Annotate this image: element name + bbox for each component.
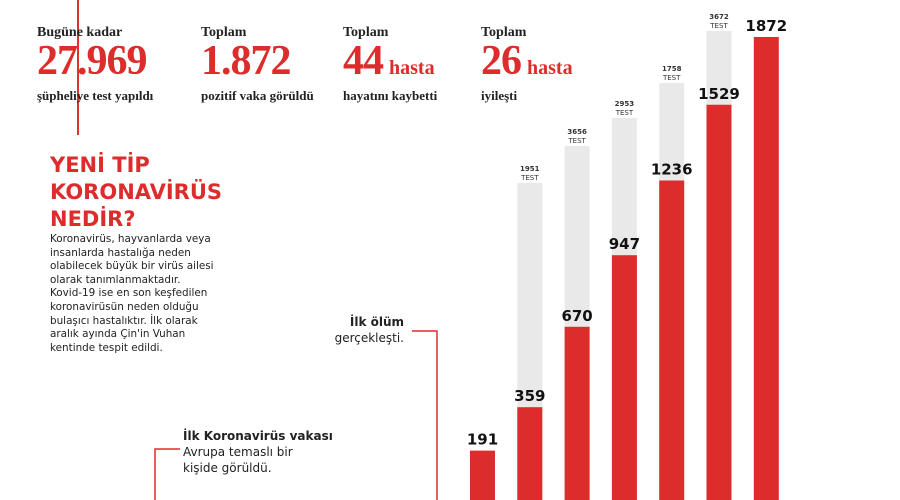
- stat-value: 27.969: [37, 38, 147, 84]
- test-unit-label: TEST: [662, 74, 681, 82]
- test-value-label: 3672: [709, 13, 729, 21]
- stat-value: 1.872: [201, 38, 291, 84]
- stat-recovered: Toplam 26 hasta iyileşti: [481, 25, 573, 104]
- description: Koronavirüs, hayvanlarda veya insanlarda…: [50, 233, 214, 354]
- test-value-label: 2953: [615, 100, 635, 108]
- stat-deaths: Toplam 44 hasta hayatını kaybetti: [343, 25, 437, 104]
- case-bar: [470, 450, 495, 500]
- stat-label: Bugüne kadar: [37, 25, 123, 40]
- case-value-label: 359: [514, 387, 545, 405]
- case-value-label: 1872: [745, 17, 787, 35]
- case-value-label: 670: [561, 307, 592, 325]
- stat-sub: iyileşti: [481, 88, 518, 103]
- stat-positive: Toplam 1.872 pozitif vaka görüldü: [201, 25, 314, 104]
- case-bar: [517, 407, 543, 500]
- test-value-label: 1758: [662, 65, 682, 73]
- stat-sub: hayatını kaybetti: [343, 88, 438, 103]
- page-title: YENİ TİP KORONAVİRÜS NEDİR?: [50, 153, 223, 231]
- stat-tests: Bugüne kadar 27.969 şüpheliye test yapıl…: [37, 25, 153, 104]
- case-bar: [564, 326, 590, 500]
- case-value-label: 1529: [698, 85, 740, 103]
- test-unit-label: TEST: [709, 22, 728, 30]
- annotation-first-case: İlk Koronavirüs vakası Avrupa temaslı bi…: [183, 429, 333, 475]
- case-value-label: 1236: [651, 160, 693, 178]
- case-value-label: 947: [609, 235, 640, 253]
- test-value-label: 3656: [567, 128, 587, 136]
- stat-value: 44 hasta: [343, 38, 435, 84]
- stat-value: 26 hasta: [481, 38, 573, 84]
- test-unit-label: TEST: [567, 137, 586, 145]
- red-accent-line: [77, 0, 79, 135]
- stat-label: Toplam: [201, 25, 247, 40]
- annotation-connector: [154, 448, 180, 500]
- stat-label: Toplam: [481, 25, 527, 40]
- stat-sub: şüpheliye test yapıldı: [37, 88, 154, 103]
- case-value-label: 191: [467, 431, 498, 449]
- case-bar: [659, 180, 685, 500]
- case-bar: [611, 255, 637, 500]
- annotation-connector: [412, 330, 438, 500]
- annotation-first-death: İlk ölüm gerçekleşti.: [334, 315, 404, 345]
- test-unit-label: TEST: [615, 109, 634, 117]
- case-bar: [706, 104, 732, 500]
- test-unit-label: TEST: [520, 174, 539, 182]
- stat-label: Toplam: [343, 25, 389, 40]
- test-value-label: 1951: [520, 165, 540, 173]
- case-bar: [753, 37, 779, 500]
- stat-sub: pozitif vaka görüldü: [201, 88, 314, 103]
